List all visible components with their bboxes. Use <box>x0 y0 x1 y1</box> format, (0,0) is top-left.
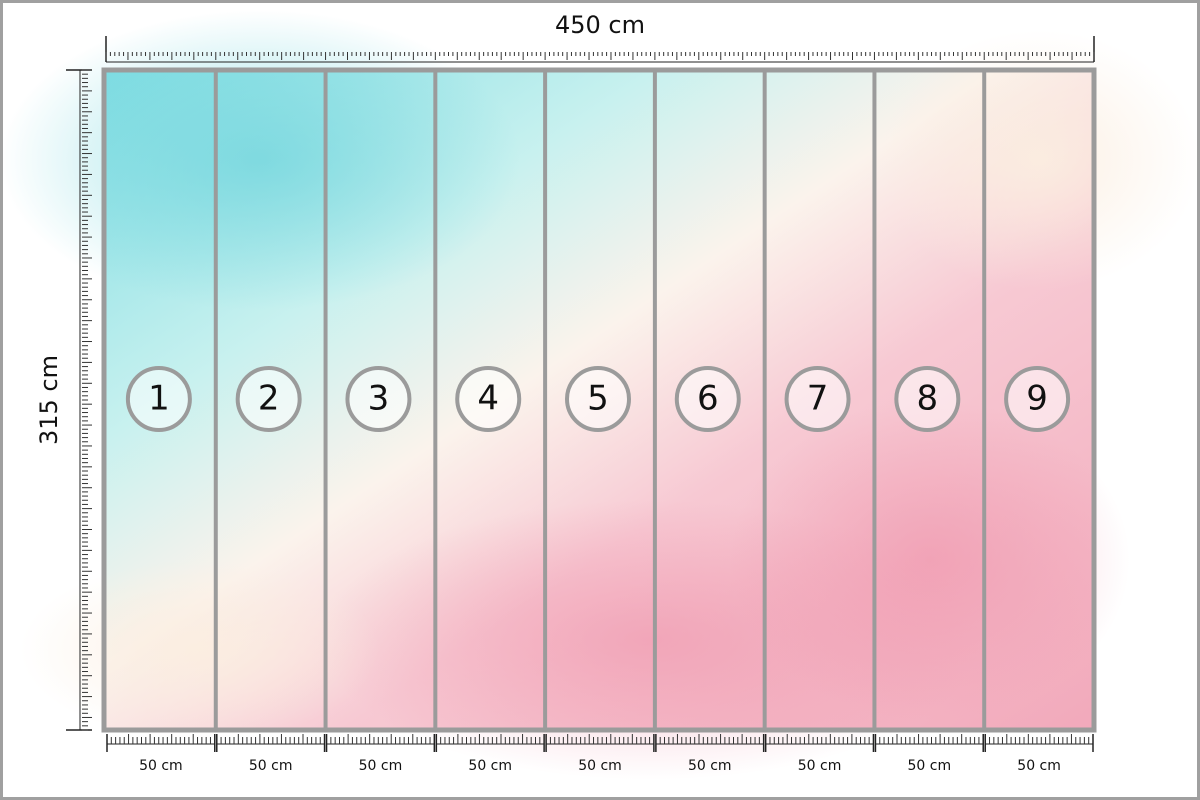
total-height-label: 315 cm <box>35 355 63 445</box>
panel-width-label: 50 cm <box>139 758 183 774</box>
watercolor-blob <box>880 30 1200 290</box>
panel-width-label: 50 cm <box>578 758 622 774</box>
artwork <box>0 10 1200 780</box>
panel-frame <box>101 67 1097 733</box>
panel-width-label: 50 cm <box>249 758 293 774</box>
panel-width-label: 50 cm <box>468 758 512 774</box>
watercolor-blob <box>730 400 1130 720</box>
panel-width-label: 50 cm <box>688 758 732 774</box>
panels: 1 2 3 4 5 6 7 8 9 <box>125 70 1071 730</box>
panel-badge <box>894 366 961 432</box>
panel-number: 2 <box>258 379 280 419</box>
panel-badge <box>125 366 192 432</box>
panel-number: 6 <box>697 379 719 419</box>
total-width-label: 450 cm <box>555 11 645 39</box>
watercolor-blob <box>20 560 380 740</box>
panel-number: 8 <box>917 379 939 419</box>
panel-number: 5 <box>587 379 609 419</box>
panel-width-label: 50 cm <box>908 758 952 774</box>
panel-badge <box>674 366 741 432</box>
panel-badge <box>455 366 522 432</box>
panel-badge <box>565 366 631 432</box>
panel-number: 7 <box>807 379 829 419</box>
panel-width-label: 50 cm <box>798 758 842 774</box>
panel-number: 9 <box>1026 379 1048 419</box>
panel-width-label: 50 cm <box>1017 758 1061 774</box>
panel-width-label: 50 cm <box>359 758 403 774</box>
panel-badge <box>1004 366 1071 432</box>
watercolor-blob <box>0 10 520 310</box>
panel-badge <box>784 366 851 432</box>
panel-number: 1 <box>148 379 170 419</box>
panel-number: 4 <box>477 379 499 419</box>
panel-number: 3 <box>368 379 390 419</box>
panel-badge <box>235 366 302 432</box>
rulers: 50 cm 50 cm 50 cm 50 cm 50 cm 50 cm 50 cm 50 cm… <box>66 36 1095 774</box>
panel-badge <box>345 366 412 432</box>
